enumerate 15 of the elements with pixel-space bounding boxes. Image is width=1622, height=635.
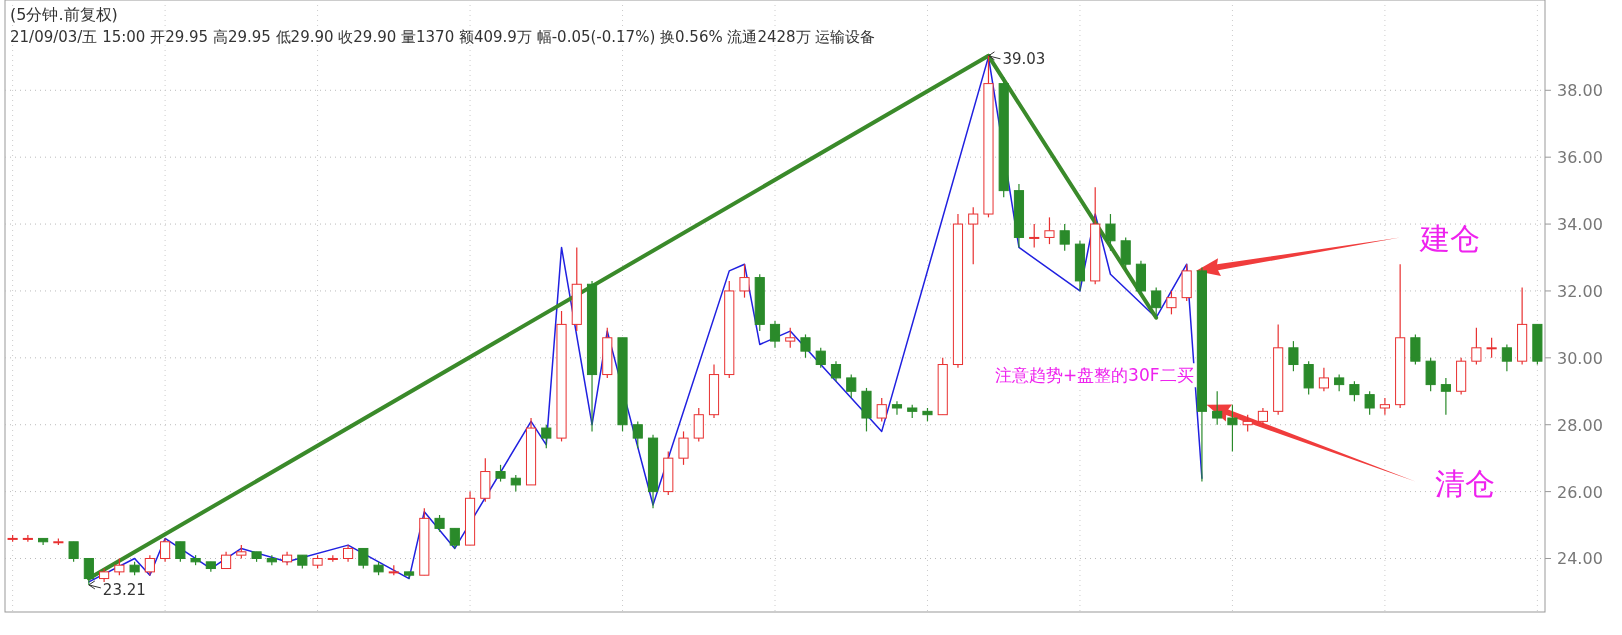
chart-title: (5分钟.前复权) [10, 5, 118, 24]
y-tick-label: 32.00 [1557, 281, 1603, 301]
y-tick-label: 30.00 [1557, 348, 1603, 368]
text: 21/09/03/五 15:00 开29.95 高29.95 低29.90 收29.90 量1370 额409.9万 幅-0.05(-0.17%) 换0.56% 流通2428万 运输设备 [10, 28, 876, 46]
y-tick-label: 34.00 [1557, 215, 1603, 235]
annotation: 39.03 [1002, 49, 1046, 68]
y-tick-label: 26.00 [1557, 482, 1603, 502]
y-tick-label: 24.00 [1557, 549, 1603, 569]
y-tick-label: 28.00 [1557, 415, 1603, 435]
annotation: 23.21 [102, 580, 146, 599]
y-tick-label: 38.00 [1557, 81, 1603, 101]
annotation: 清仓 [1435, 465, 1496, 501]
y-tick-label: 36.00 [1557, 148, 1603, 168]
annotation: 注意趋势+盘整的30F二买 [994, 365, 1194, 386]
annotation: 建仓 [1419, 221, 1481, 257]
